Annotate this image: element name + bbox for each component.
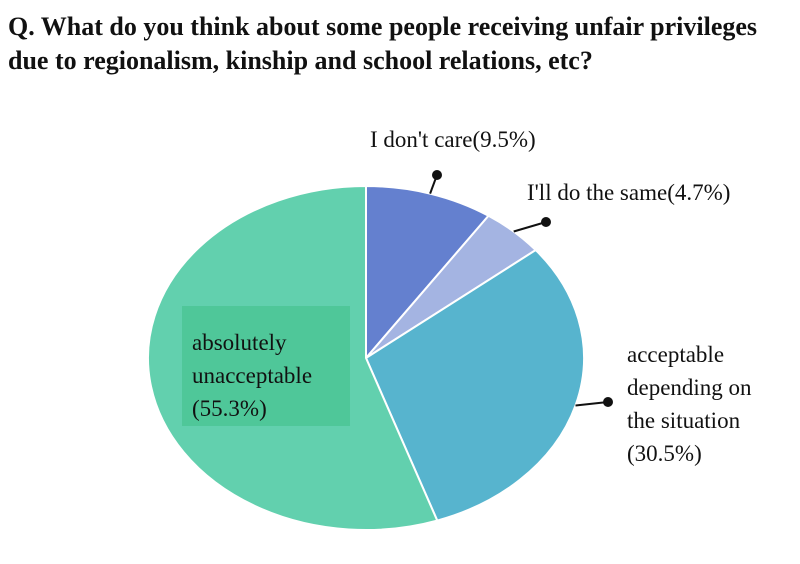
slice-label-line: the situation xyxy=(627,408,741,433)
label-box-absolutely-unacceptable xyxy=(182,306,350,426)
slice-label-absolutely-unacceptable: absolutely unacceptable (55.3%) xyxy=(192,330,312,421)
slice-label-line: acceptable xyxy=(627,342,724,367)
slice-label-i-ll-do-the-same: I'll do the same(4.7%) xyxy=(527,180,730,205)
slice-label-acceptable-depending-on-the-situation: acceptable depending on the situation (30.5… xyxy=(627,342,752,466)
slice-label-line: absolutely xyxy=(192,330,287,355)
leader-dot-acceptable-depending-on-the-situation xyxy=(603,397,613,407)
slice-label-line: depending on xyxy=(627,375,752,400)
slice-label-line: (30.5%) xyxy=(627,441,702,466)
question-title: Q. What do you think about some people r… xyxy=(8,12,758,75)
slice-label-i-don-t-care: I don't care(9.5%) xyxy=(370,127,536,152)
slice-label-line: (55.3%) xyxy=(192,396,267,421)
slice-label-line: I don't care(9.5%) xyxy=(370,127,536,152)
leader-dot-i-ll-do-the-same xyxy=(541,217,551,227)
pie-labels: I don't care(9.5%) I'll do the same(4.7%)… xyxy=(182,127,752,466)
slice-label-line: I'll do the same(4.7%) xyxy=(527,180,730,205)
pie-slice-i-don-t-care xyxy=(365,184,491,361)
leader-dot-i-don-t-care xyxy=(432,170,442,180)
slice-label-line: unacceptable xyxy=(192,363,312,388)
leader-line-i-ll-do-the-same xyxy=(513,221,547,233)
leader-line-acceptable-depending-on-the-situation xyxy=(575,401,609,407)
